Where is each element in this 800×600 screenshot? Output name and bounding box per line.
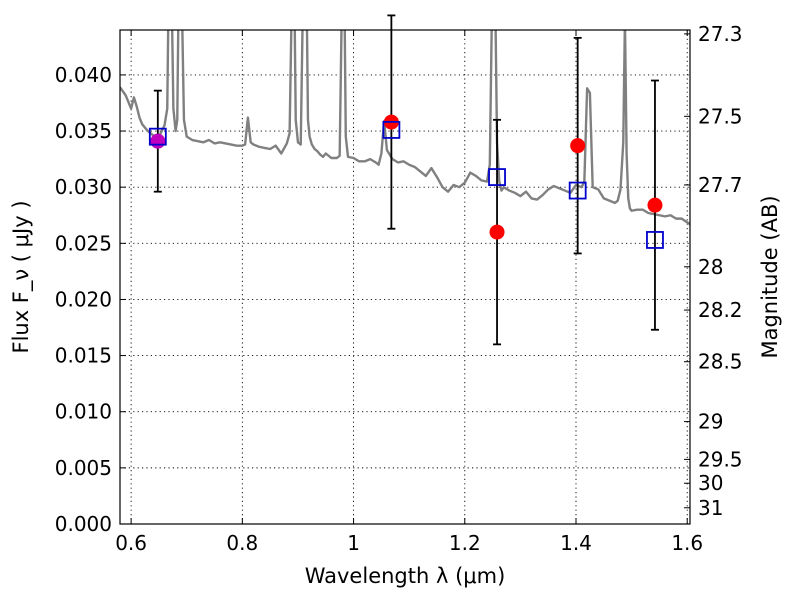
y2-tick-label: 28.2 <box>698 298 743 322</box>
x-axis-ticks: 0.6 0.8 1 1.2 1.4 1.6 <box>115 30 703 555</box>
observed-point <box>489 224 505 240</box>
model-photometry-point <box>382 121 401 139</box>
y2-tick-label: 31 <box>698 496 723 520</box>
y2-tick-label: 28 <box>698 255 723 279</box>
y-tick-label: 0.035 <box>55 119 112 143</box>
y2-tick-label: 27.7 <box>698 173 743 197</box>
plot-frame <box>119 29 691 525</box>
y-tick-label: 0.010 <box>55 400 112 424</box>
y2-tick-label: 29.5 <box>698 447 743 471</box>
y2-tick-label: 30 <box>698 471 723 495</box>
x-tick-label: 0.8 <box>226 531 258 555</box>
markers <box>148 114 664 249</box>
y-tick-label: 0.020 <box>55 287 112 311</box>
x-tick-label: 1.2 <box>449 531 481 555</box>
observed-point <box>570 138 586 154</box>
y2-tick-label: 28.5 <box>698 350 743 374</box>
model-photometry-point <box>646 231 664 249</box>
x-tick-label: 1.6 <box>671 531 703 555</box>
y2-tick-label: 27.3 <box>698 22 743 46</box>
model-photometry-point <box>488 168 506 186</box>
x-axis-label: Wavelength λ (μm) <box>305 564 506 588</box>
y2-tick-label: 27.5 <box>698 104 743 128</box>
y-tick-label: 0.000 <box>55 512 112 536</box>
observed-point <box>150 133 166 149</box>
y-tick-label: 0.025 <box>55 231 112 255</box>
y-tick-label: 0.030 <box>55 175 112 199</box>
y-tick-label: 0.015 <box>55 344 112 368</box>
x-tick-label: 1 <box>347 531 360 555</box>
y-axis-ticks: 0.000 0.005 0.010 0.015 0.020 0.025 0.030 0.035… <box>55 63 126 536</box>
y2-axis-label: Magnitude (AB) <box>758 195 782 358</box>
model-photometry-point <box>148 127 167 146</box>
model-spectrum <box>120 30 690 226</box>
model-spectrum-line <box>120 30 690 226</box>
x-tick-label: 0.6 <box>115 531 147 555</box>
y2-tick-label: 29 <box>698 410 723 434</box>
x-tick-label: 1.4 <box>560 531 592 555</box>
grid <box>120 30 690 525</box>
model-photometry-point <box>568 181 587 200</box>
y-axis-label: Flux F_ν ( μJy ) <box>9 200 34 353</box>
observed-point <box>647 197 663 213</box>
y-tick-label: 0.005 <box>55 456 112 480</box>
y-tick-label: 0.040 <box>55 63 112 87</box>
